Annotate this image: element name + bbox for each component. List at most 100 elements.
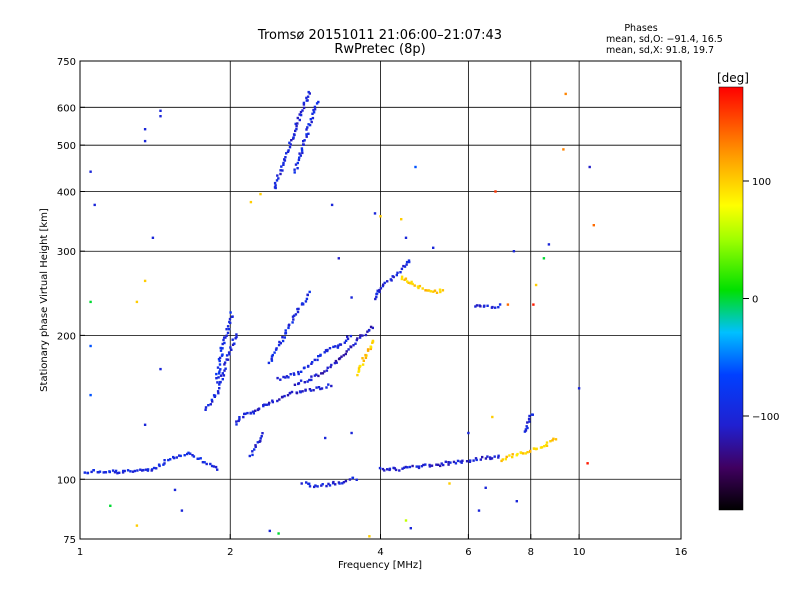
echo-point — [452, 460, 456, 464]
echo-point — [273, 351, 276, 354]
echo-point — [334, 483, 337, 486]
echo-point — [89, 344, 92, 348]
echo-point — [454, 462, 458, 465]
echo-point — [406, 280, 409, 283]
echo-point — [400, 277, 404, 281]
echo-point — [228, 320, 231, 324]
echo-point — [542, 257, 546, 260]
echo-point — [298, 113, 301, 116]
echo-point — [122, 469, 125, 473]
echo-point — [344, 479, 348, 483]
echo-point — [234, 337, 237, 340]
echo-point — [404, 277, 408, 280]
y-tick-label: 750 — [57, 57, 76, 68]
echo-point — [297, 158, 301, 162]
echo-point — [300, 147, 304, 150]
echo-point — [320, 484, 323, 487]
echo-point — [383, 281, 386, 285]
echo-point — [252, 412, 255, 415]
echo-point — [225, 328, 228, 331]
echo-point — [512, 250, 516, 253]
colorbar-tick-label: 0 — [752, 295, 758, 306]
colorbar-tick-label: −100 — [752, 412, 779, 423]
echo-point — [501, 458, 504, 461]
echo-point — [197, 457, 200, 460]
echo-point — [114, 469, 118, 473]
echo-point — [307, 123, 310, 126]
echo-point — [268, 529, 271, 533]
echo-point — [299, 379, 303, 382]
echo-point — [461, 459, 464, 462]
echo-point — [330, 363, 333, 367]
echo-point — [126, 469, 130, 472]
echo-point — [302, 101, 306, 105]
echo-point — [307, 132, 310, 135]
echo-point — [270, 357, 273, 361]
echo-point — [316, 358, 319, 362]
echo-point — [273, 181, 277, 185]
echo-point — [288, 323, 291, 326]
echo-point — [361, 363, 365, 366]
echo-point — [229, 311, 232, 314]
echo-point — [392, 466, 395, 470]
echo-point — [221, 347, 224, 350]
echo-point — [447, 461, 450, 464]
echo-point — [367, 329, 371, 332]
echo-point — [366, 349, 370, 352]
echo-point — [301, 390, 304, 393]
echo-point — [288, 146, 292, 149]
echo-point — [375, 295, 378, 299]
echo-point — [306, 293, 309, 296]
echo-point — [289, 143, 292, 146]
echo-point — [231, 343, 235, 346]
echo-point — [371, 341, 374, 344]
echo-point — [472, 459, 475, 462]
echo-point — [297, 307, 300, 311]
echo-point — [379, 287, 383, 290]
echo-point — [235, 423, 238, 426]
echo-point — [366, 330, 369, 333]
echo-point — [83, 471, 86, 474]
echo-point — [364, 356, 368, 359]
echo-point — [152, 466, 156, 470]
echo-point — [306, 99, 309, 102]
echo-point — [403, 265, 407, 268]
echo-point — [219, 374, 223, 377]
echo-point — [409, 282, 412, 285]
echo-point — [406, 466, 409, 469]
echo-point — [199, 457, 202, 460]
echo-point — [281, 336, 284, 339]
echo-point — [366, 348, 370, 351]
echo-point — [292, 372, 295, 375]
echo-point — [268, 401, 271, 405]
echo-point — [329, 365, 332, 369]
echo-point — [218, 370, 221, 373]
echo-point — [327, 383, 330, 386]
x-tick-label: 1 — [77, 547, 83, 558]
echo-point — [400, 275, 404, 278]
echo-point — [167, 458, 170, 462]
echo-point — [277, 177, 280, 180]
echo-point — [300, 149, 304, 152]
echo-point — [562, 148, 565, 151]
echo-point — [311, 112, 314, 115]
echo-point — [313, 108, 317, 111]
echo-point — [288, 141, 291, 144]
echo-point — [320, 372, 323, 375]
echo-point — [223, 363, 226, 366]
echo-point — [369, 345, 372, 348]
echo-point — [276, 376, 279, 380]
echo-point — [271, 399, 274, 402]
echo-point — [441, 289, 445, 292]
echo-point — [281, 395, 284, 399]
echo-point — [296, 310, 300, 314]
echo-point — [494, 306, 497, 309]
echo-point — [350, 431, 353, 435]
echo-point — [497, 454, 500, 457]
echo-point — [545, 444, 549, 447]
echo-point — [346, 335, 349, 338]
echo-point — [396, 271, 399, 274]
echo-point — [388, 468, 391, 472]
echo-point — [313, 105, 317, 109]
echo-point — [284, 331, 288, 335]
